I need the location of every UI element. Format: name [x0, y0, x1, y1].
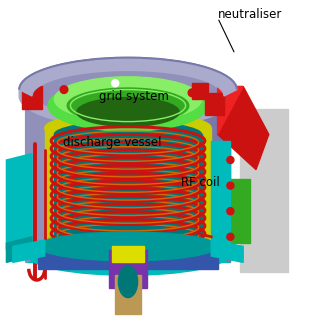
Polygon shape [26, 80, 51, 262]
Ellipse shape [77, 98, 179, 126]
Polygon shape [112, 246, 144, 262]
Circle shape [188, 89, 196, 97]
Circle shape [111, 79, 119, 87]
Text: RF coil: RF coil [181, 176, 220, 189]
Text: discharge vessel: discharge vessel [63, 136, 161, 149]
Text: grid system: grid system [100, 90, 169, 102]
Circle shape [227, 233, 234, 240]
Circle shape [227, 156, 234, 164]
Polygon shape [45, 128, 211, 243]
Polygon shape [115, 275, 141, 314]
Polygon shape [211, 240, 243, 262]
Ellipse shape [54, 122, 202, 147]
Polygon shape [240, 109, 288, 272]
Ellipse shape [45, 227, 211, 259]
Polygon shape [19, 58, 237, 128]
Circle shape [227, 182, 234, 189]
Polygon shape [38, 70, 218, 118]
Polygon shape [22, 86, 42, 109]
Polygon shape [224, 179, 250, 243]
Ellipse shape [118, 266, 138, 298]
Polygon shape [205, 80, 230, 262]
Ellipse shape [67, 88, 189, 123]
Ellipse shape [38, 232, 218, 261]
Ellipse shape [48, 80, 208, 131]
Ellipse shape [29, 237, 227, 275]
Polygon shape [19, 58, 237, 96]
Ellipse shape [45, 112, 211, 144]
Polygon shape [6, 154, 32, 250]
Polygon shape [109, 250, 147, 288]
Circle shape [60, 86, 68, 93]
Polygon shape [26, 80, 230, 262]
Polygon shape [192, 83, 208, 99]
Ellipse shape [54, 77, 202, 122]
Polygon shape [218, 86, 269, 170]
Polygon shape [211, 141, 230, 250]
Polygon shape [205, 93, 224, 115]
Circle shape [227, 208, 234, 215]
Polygon shape [13, 240, 45, 262]
Circle shape [112, 80, 119, 87]
Polygon shape [6, 237, 32, 262]
Polygon shape [54, 134, 202, 237]
Polygon shape [218, 86, 243, 134]
Text: neutraliser: neutraliser [218, 8, 282, 21]
Polygon shape [38, 246, 218, 269]
